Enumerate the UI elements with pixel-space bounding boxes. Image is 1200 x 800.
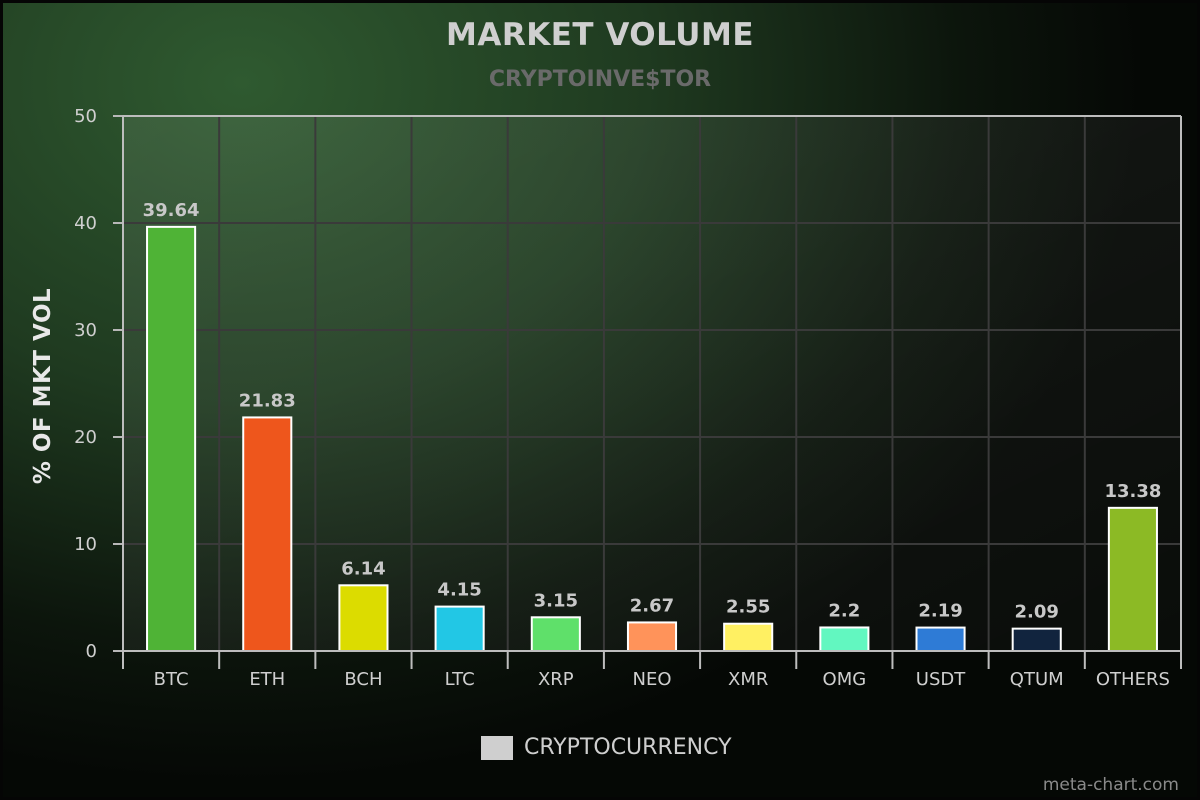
bar-xrp [530, 616, 581, 652]
data-label: 2.19 [918, 601, 962, 622]
x-tick-label: BCH [344, 669, 382, 690]
data-label: 39.64 [143, 200, 200, 221]
data-label: 2.55 [726, 597, 770, 618]
data-label: 3.15 [534, 590, 578, 611]
chart-title: MARKET VOLUME [446, 17, 754, 53]
x-tick-label: ETH [249, 669, 285, 690]
bar-usdt [915, 626, 966, 653]
x-tick-label: XRP [538, 669, 574, 690]
data-label: 2.09 [1015, 602, 1059, 623]
x-tick-label: NEO [632, 669, 671, 690]
bar-omg [819, 626, 870, 653]
x-tick-label: XMR [728, 669, 768, 690]
x-tick-label: QTUM [1010, 669, 1064, 690]
bar-ltc [434, 605, 485, 652]
legend-swatch [481, 735, 513, 760]
data-label: 13.38 [1104, 481, 1161, 502]
chart-subtitle: CRYPTOINVE$TOR [488, 67, 712, 92]
y-tick-label: 40 [74, 213, 97, 234]
bar-bch [338, 584, 389, 652]
plot-area [123, 116, 1181, 651]
y-tick-label: 50 [74, 106, 97, 127]
y-tick-label: 0 [86, 641, 97, 662]
bar-neo [626, 621, 678, 653]
data-label: 21.83 [239, 390, 296, 411]
y-tick-label: 10 [74, 534, 97, 555]
legend[interactable]: CRYPTOCURRENCY [481, 735, 732, 760]
y-tick-label: 20 [74, 427, 97, 448]
x-tick-label: OMG [823, 669, 867, 690]
data-label: 4.15 [437, 580, 481, 601]
data-label: 2.67 [630, 595, 674, 616]
bar-others [1107, 506, 1158, 653]
bar-qtum [1011, 627, 1062, 653]
credit-link[interactable]: meta-chart.com [1042, 775, 1179, 795]
legend-label: CRYPTOCURRENCY [524, 735, 732, 760]
x-tick-label: USDT [916, 669, 966, 690]
data-label: 6.14 [341, 558, 385, 579]
bar-xmr [723, 622, 774, 653]
x-tick-label: OTHERS [1096, 669, 1170, 690]
x-tick-label: LTC [445, 669, 475, 690]
bar-btc [146, 225, 197, 653]
x-tick-label: BTC [154, 669, 189, 690]
bar-eth [242, 416, 293, 652]
data-label: 2.2 [828, 600, 860, 621]
bar-chart: 0 10 20 30 40 50 39.64 21.83 6.14 4.15 3.15 2.67 2.5… [74, 106, 1182, 690]
y-tick-label: 30 [74, 320, 97, 341]
